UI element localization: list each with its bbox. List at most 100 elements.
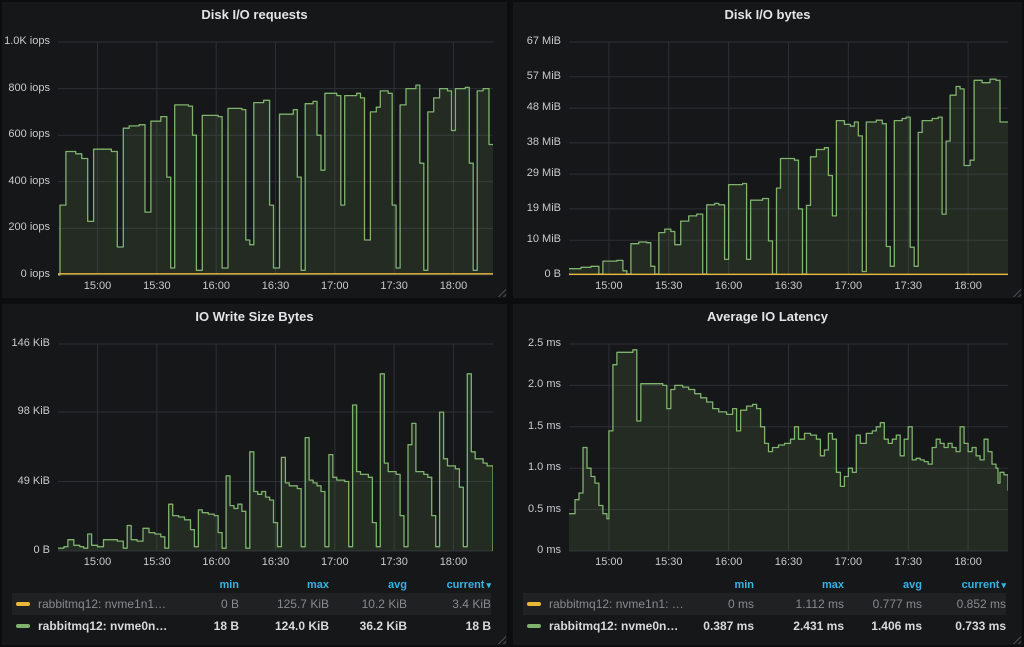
chart-area: 0 B 49 KiB 98 KiB 146 KiB — [2, 330, 507, 556]
chart-area: 0 iops 200 iops 400 iops 600 iops 800 iops 1.… — [2, 28, 507, 280]
x-tick-label: 16:00 — [714, 280, 743, 292]
series-label: rabbitmq12: nvme1n1: write — [12, 597, 169, 611]
chart-plot[interactable] — [58, 330, 493, 552]
series-label: rabbitmq12: nvme0n1: write — [12, 619, 169, 633]
y-tick-label: 1.0 ms — [527, 461, 561, 474]
y-tick-label: 10 MiB — [526, 233, 561, 246]
chart-plot[interactable] — [569, 330, 1008, 552]
series-swatch-yellow[interactable] — [16, 602, 30, 606]
chart-svg — [58, 41, 493, 276]
chart-plot[interactable] — [58, 28, 493, 276]
panel-title[interactable]: Disk I/O bytes — [724, 7, 811, 22]
series-swatch-yellow[interactable] — [527, 602, 541, 606]
legend-row-nvme0n1: rabbitmq12: nvme0n1: write 0.387 ms 2.43… — [523, 615, 1006, 637]
y-tick-label: 49 KiB — [17, 474, 50, 487]
y-tick-label: 800 iops — [8, 81, 50, 94]
x-tick-label: 16:30 — [774, 556, 803, 568]
x-tick-label: 15:30 — [655, 556, 683, 568]
x-tick-label: 15:30 — [143, 280, 171, 292]
x-tick-label: 16:00 — [202, 556, 230, 568]
legend-sort-min[interactable]: min — [219, 578, 239, 591]
x-axis: 15:00 15:30 16:00 16:30 17:00 17:30 18:00 — [58, 552, 493, 574]
y-tick-label: 98 KiB — [17, 405, 50, 418]
legend-sort-max[interactable]: max — [306, 578, 329, 591]
x-tick-label: 18:00 — [954, 280, 982, 292]
x-tick-label: 17:30 — [380, 280, 408, 292]
y-tick-label: 400 iops — [8, 174, 50, 187]
panel-disk-io-bytes: Disk I/O bytes 0 B 10 MiB 19 MiB 29 MiB 38 M… — [513, 2, 1022, 298]
legend-value-min: 0 ms — [727, 597, 754, 611]
panel-resize-handle[interactable] — [497, 288, 506, 297]
chart-svg — [569, 41, 1008, 276]
legend-value-max: 2.431 ms — [793, 619, 844, 633]
panel-title[interactable]: Average IO Latency — [707, 309, 828, 324]
x-tick-label: 18:00 — [439, 556, 468, 568]
x-tick-label: 16:00 — [202, 280, 230, 292]
legend-value-min: 0 B — [220, 597, 239, 611]
legend-value-current: 3.4 KiB — [452, 597, 491, 611]
legend-sort-avg[interactable]: avg — [903, 578, 922, 591]
x-tick-label: 16:30 — [261, 280, 290, 292]
panel-resize-handle[interactable] — [497, 635, 506, 644]
x-tick-label: 17:00 — [834, 280, 863, 292]
legend-sort-current[interactable]: current ▾ — [407, 579, 491, 591]
x-tick-label: 17:30 — [894, 280, 922, 292]
legend-sort-current[interactable]: current ▾ — [922, 579, 1006, 591]
x-tick-label: 15:30 — [655, 280, 683, 292]
series-name[interactable]: rabbitmq12: nvme1n1: write — [549, 597, 684, 611]
series-swatch-green[interactable] — [16, 624, 30, 628]
x-tick-label: 16:30 — [774, 280, 803, 292]
panel-title[interactable]: Disk I/O requests — [201, 7, 308, 22]
y-tick-label: 1.0K iops — [4, 35, 50, 47]
legend-sort-max[interactable]: max — [821, 578, 844, 591]
legend-row-nvme1n1: rabbitmq12: nvme1n1: write 0 B 125.7 KiB… — [12, 593, 491, 615]
series-name[interactable]: rabbitmq12: nvme0n1: write — [549, 619, 684, 633]
panel-title[interactable]: IO Write Size Bytes — [195, 309, 314, 324]
y-tick-label: 0 iops — [20, 268, 50, 280]
y-tick-label: 146 KiB — [11, 337, 50, 349]
y-tick-label: 38 MiB — [526, 135, 561, 148]
legend-table: min max avg current ▾ rabbitmq12: nvme1n1… — [2, 574, 507, 645]
chart-area: 0 B 10 MiB 19 MiB 29 MiB 38 MiB 48 MiB 57 MiB 6… — [513, 28, 1022, 280]
x-tick-label: 16:00 — [714, 556, 743, 568]
panel-resize-handle[interactable] — [1012, 635, 1021, 644]
legend-value-avg: 0.777 ms — [872, 597, 922, 611]
y-tick-label: 2.5 ms — [527, 337, 561, 349]
legend-value-current: 0.733 ms — [955, 619, 1006, 633]
y-tick-label: 600 iops — [8, 128, 50, 141]
y-tick-label: 0 B — [544, 268, 561, 280]
y-axis: 0 B 49 KiB 98 KiB 146 KiB — [4, 330, 58, 556]
y-tick-label: 200 iops — [8, 221, 50, 234]
legend-value-current: 0.852 ms — [956, 597, 1006, 611]
series-swatch-green[interactable] — [527, 624, 541, 628]
chart-svg — [58, 343, 493, 552]
panel-disk-io-requests: Disk I/O requests 0 iops 200 iops 400 iops… — [2, 2, 507, 298]
y-tick-label: 67 MiB — [526, 35, 561, 47]
x-axis: 15:00 15:30 16:00 16:30 17:00 17:30 18:00 — [569, 276, 1008, 298]
y-tick-label: 19 MiB — [526, 201, 561, 214]
panel-io-write-size-bytes: IO Write Size Bytes 0 B 49 KiB 98 KiB 146 K… — [2, 304, 507, 645]
y-tick-label: 48 MiB — [526, 101, 561, 114]
legend-header: min max avg current ▾ — [12, 576, 491, 593]
panel-resize-handle[interactable] — [1012, 288, 1021, 297]
y-tick-label: 1.5 ms — [527, 419, 561, 432]
legend-sort-current-label: current — [961, 578, 1000, 591]
x-tick-label: 18:00 — [954, 556, 982, 568]
y-tick-label: 57 MiB — [526, 69, 561, 82]
legend-value-avg: 36.2 KiB — [359, 619, 407, 633]
x-tick-label: 15:00 — [595, 280, 623, 292]
y-tick-label: 29 MiB — [526, 167, 561, 180]
x-tick-label: 15:00 — [83, 556, 112, 568]
series-label: rabbitmq12: nvme0n1: write — [523, 619, 684, 633]
chart-plot[interactable] — [569, 28, 1008, 276]
chart-svg — [569, 343, 1008, 552]
legend-sort-min[interactable]: min — [734, 578, 754, 591]
legend-sort-avg[interactable]: avg — [388, 578, 407, 591]
series-name[interactable]: rabbitmq12: nvme0n1: write — [38, 619, 169, 633]
x-tick-label: 15:00 — [595, 556, 623, 568]
series-name[interactable]: rabbitmq12: nvme1n1: write — [38, 597, 169, 611]
legend-value-avg: 1.406 ms — [871, 619, 922, 633]
y-tick-label: 0.5 ms — [527, 502, 561, 515]
y-tick-label: 0 B — [33, 544, 50, 556]
